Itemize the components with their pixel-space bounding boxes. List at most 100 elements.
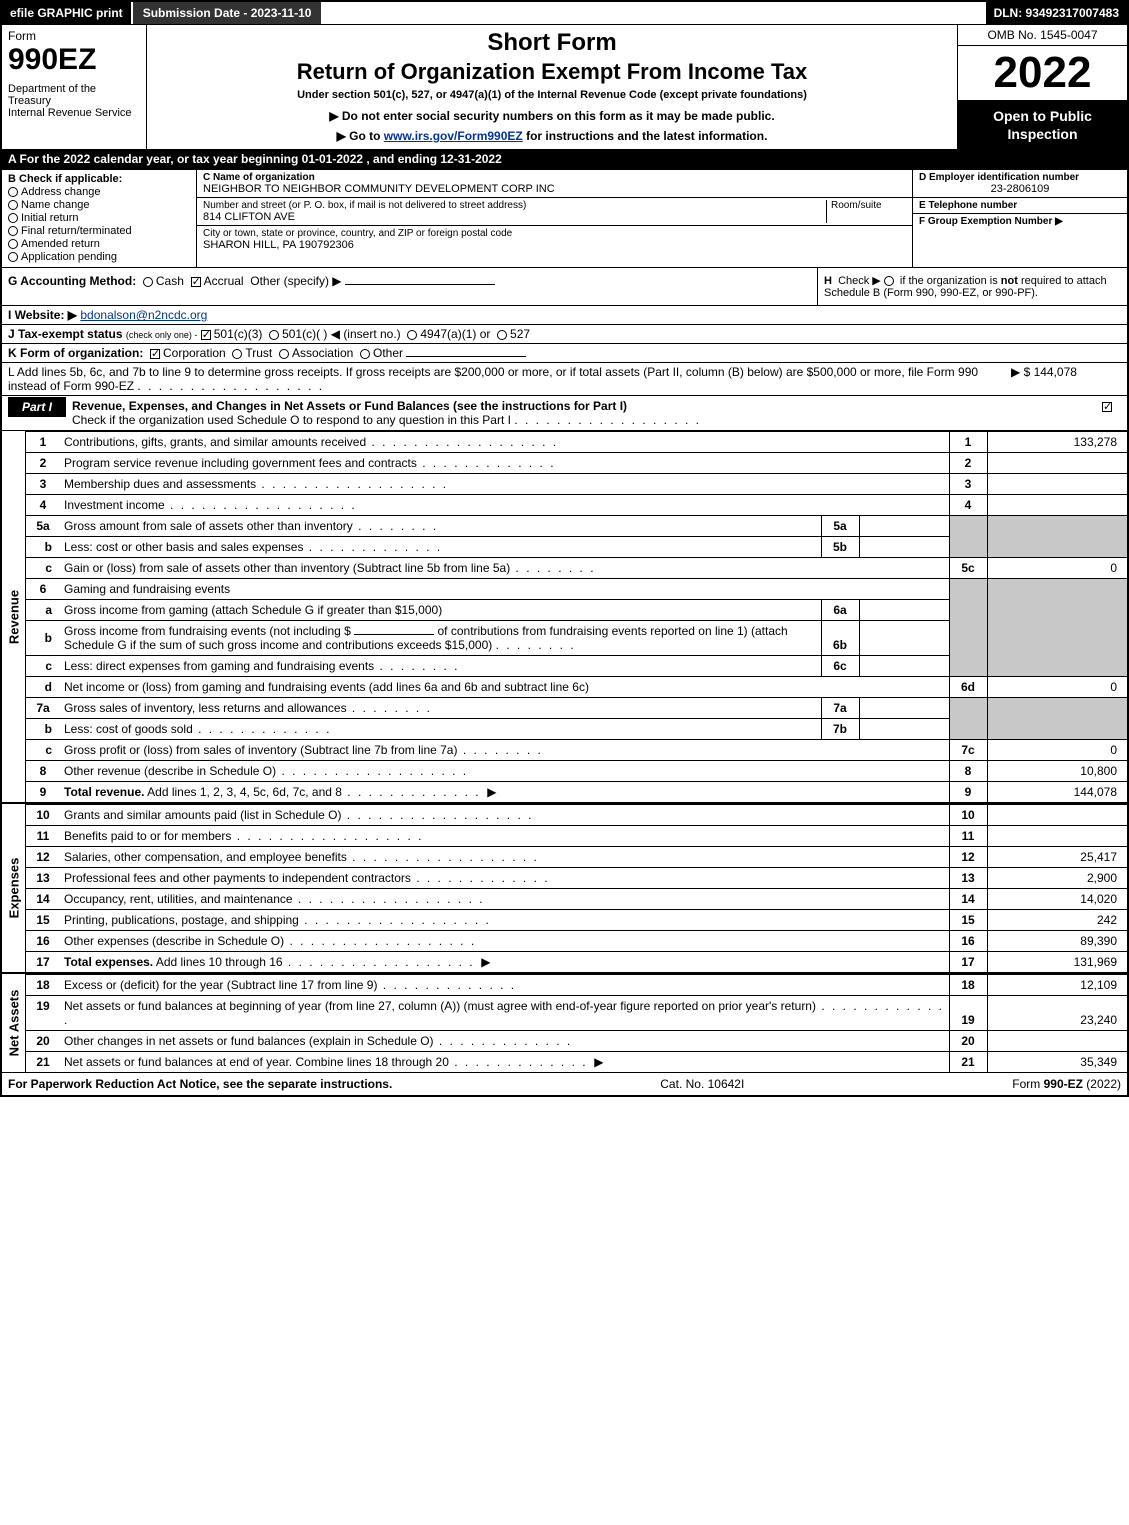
line-5a-box: 5a [821,516,859,537]
checkbox-501c3[interactable] [201,330,211,340]
irs-link[interactable]: www.irs.gov/Form990EZ [384,129,523,143]
line-21-num: 21 [26,1052,60,1073]
other-specify-input[interactable] [345,284,495,285]
checkbox-corporation[interactable] [150,349,160,359]
section-bcdef: B Check if applicable: Address change Na… [2,169,1127,267]
line-6-num: 6 [26,579,60,600]
line-6c-boxval [859,656,949,677]
opt-name-change: Name change [21,199,90,211]
checkbox-initial-return[interactable]: Initial return [8,212,190,224]
radio-accrual[interactable] [191,277,201,287]
website-link[interactable]: bdonalson@n2ncdc.org [80,308,207,322]
line-2-num: 2 [26,453,60,474]
line-16-amt: 89,390 [987,931,1127,952]
submission-date-label: Submission Date - 2023-11-10 [131,2,322,24]
line-7b-desc: Less: cost of goods sold [64,722,193,736]
line-8: 8 Other revenue (describe in Schedule O)… [26,761,1127,782]
k-form-org-row: K Form of organization: Corporation Trus… [2,343,1127,362]
radio-cash[interactable] [143,277,153,287]
line-1-rn: 1 [949,432,987,453]
checkbox-527[interactable] [497,330,507,340]
line-6d-rn: 6d [949,677,987,698]
line-20-amt [987,1031,1127,1052]
checkbox-501c[interactable] [269,330,279,340]
footer-form-pre: Form [1012,1077,1043,1091]
checkbox-trust[interactable] [232,349,242,359]
line-12-rn: 12 [949,847,987,868]
line-13: 13 Professional fees and other payments … [26,868,1127,889]
room-suite-label: Room/suite [826,200,906,223]
line-7b-box: 7b [821,719,859,740]
line-5b-box: 5b [821,537,859,558]
header-middle: Short Form Return of Organization Exempt… [147,25,957,149]
ein-value: 23-2806109 [919,183,1121,195]
line-4-desc: Investment income [64,498,165,512]
line-11-num: 11 [26,826,60,847]
line-1-amt: 133,278 [987,432,1127,453]
line-6b-input[interactable] [354,634,434,635]
f-group-exemption-label: F Group Exemption Number ▶ [919,216,1121,227]
under-section-text: Under section 501(c), 527, or 4947(a)(1)… [297,89,807,101]
line-19-desc: Net assets or fund balances at beginning… [64,999,816,1013]
h-schedule-b: H Check ▶ if the organization is not req… [817,268,1127,305]
line-11-rn: 11 [949,826,987,847]
topbar-spacer [321,2,985,24]
line-6b-boxval [859,621,949,656]
form-container: efile GRAPHIC print Submission Date - 20… [0,0,1129,1097]
line-16: 16 Other expenses (describe in Schedule … [26,931,1127,952]
revenue-section: Revenue 1 Contributions, gifts, grants, … [2,430,1127,802]
line-5a: 5a Gross amount from sale of assets othe… [26,516,1127,537]
line-12-amt: 25,417 [987,847,1127,868]
line-13-amt: 2,900 [987,868,1127,889]
line-1-desc: Contributions, gifts, grants, and simila… [64,435,366,449]
checkbox-not-required[interactable] [884,276,894,286]
checkbox-final-return[interactable]: Final return/terminated [8,225,190,237]
opt-501c3: 501(c)(3) [214,327,263,341]
top-bar: efile GRAPHIC print Submission Date - 20… [2,2,1127,24]
g-accounting-method: G Accounting Method: Cash Accrual Other … [2,268,817,305]
checkbox-schedule-o[interactable] [1102,402,1112,412]
line-3-rn: 3 [949,474,987,495]
checkbox-association[interactable] [279,349,289,359]
line-4-rn: 4 [949,495,987,516]
footer-cat-no: Cat. No. 10642I [392,1077,1012,1091]
expenses-section: Expenses 10 Grants and similar amounts p… [2,802,1127,972]
line-6b-num: b [26,621,60,656]
line-11-amt [987,826,1127,847]
line-2-rn: 2 [949,453,987,474]
open-public-inspection: Open to Public Inspection [958,101,1127,149]
checkbox-4947[interactable] [407,330,417,340]
line-10-amt [987,805,1127,826]
efile-print-label: efile GRAPHIC print [2,2,131,24]
line-14-amt: 14,020 [987,889,1127,910]
shade-6 [949,579,987,677]
form-title: Return of Organization Exempt From Incom… [297,59,808,85]
line-5b-desc: Less: cost or other basis and sales expe… [64,540,303,554]
opt-amended: Amended return [21,238,100,250]
checkbox-other-org[interactable] [360,349,370,359]
part-i-title: Revenue, Expenses, and Changes in Net As… [66,396,1090,430]
department-label: Department of the Treasury Internal Reve… [8,83,140,119]
line-19-num: 19 [26,996,60,1031]
other-org-input[interactable] [406,356,526,357]
c-city-label: City or town, state or province, country… [203,228,906,239]
line-2-desc: Program service revenue including govern… [64,456,417,470]
line-11: 11 Benefits paid to or for members 11 [26,826,1127,847]
line-17-rn: 17 [949,952,987,973]
part-i-check-line: Check if the organization used Schedule … [72,413,511,427]
checkbox-amended-return[interactable]: Amended return [8,238,190,250]
checkbox-address-change[interactable]: Address change [8,186,190,198]
expenses-sidebar: Expenses [2,804,26,972]
form-number: 990EZ [8,43,140,77]
part-i-header: Part I Revenue, Expenses, and Changes in… [2,395,1127,430]
checkbox-application-pending[interactable]: Application pending [8,251,190,263]
short-form-title: Short Form [487,29,616,57]
line-7a-num: 7a [26,698,60,719]
revenue-label: Revenue [6,590,21,644]
header-right: OMB No. 1545-0047 2022 Open to Public In… [957,25,1127,149]
b-label: B Check if applicable: [8,173,190,185]
part-i-tab: Part I [8,397,66,417]
checkbox-name-change[interactable]: Name change [8,199,190,211]
j-sub: (check only one) - [126,330,198,340]
line-9-num: 9 [26,782,60,803]
